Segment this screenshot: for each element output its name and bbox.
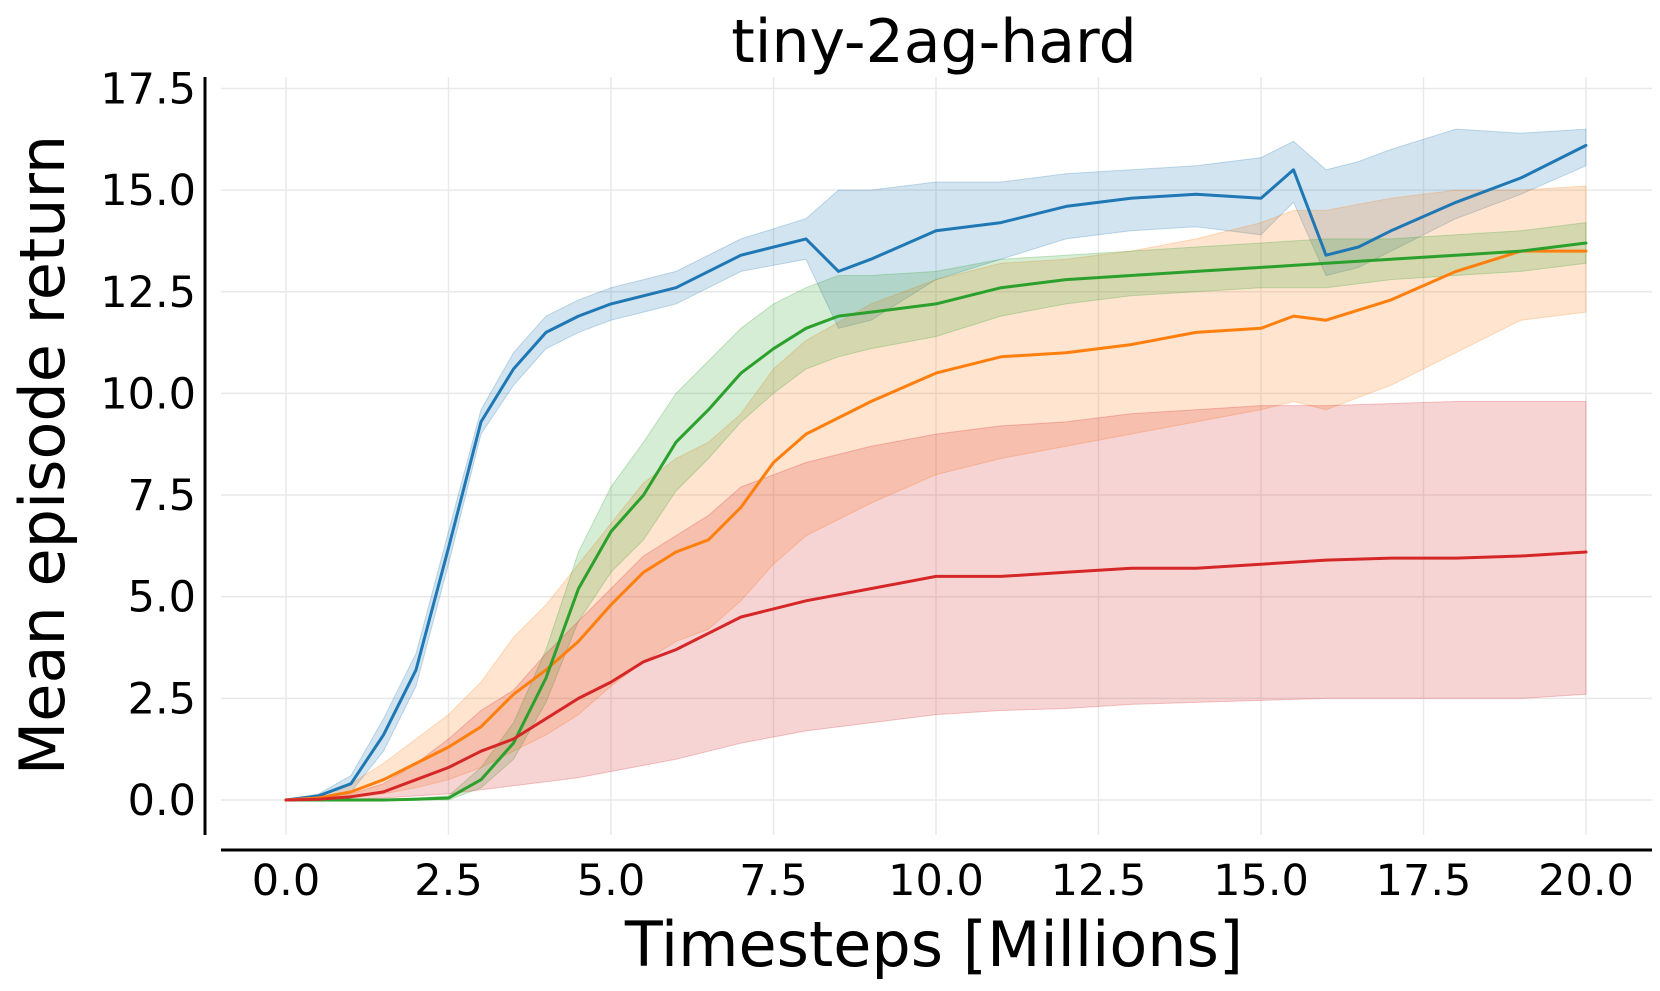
y-tick-label: 0.0 [128,776,196,826]
x-axis-label: Timesteps [Millions] [624,908,1243,981]
series-band-1 [285,128,1587,801]
x-tick-label: 15.0 [1213,856,1309,906]
chart-title: tiny-2ag-hard [731,7,1137,77]
x-tick-label: 2.5 [414,856,482,906]
y-tick-label: 2.5 [128,674,196,724]
x-tick-label: 17.5 [1376,856,1472,906]
axes [203,77,1652,852]
y-tick-label: 10.0 [100,369,196,419]
x-tick-label: 12.5 [1051,856,1147,906]
y-tick-label: 17.5 [100,64,196,114]
x-tick-label: 20.0 [1538,856,1634,906]
series-band-4 [285,401,1587,801]
series-line-3 [284,241,1588,802]
y-tick-label: 7.5 [128,471,196,521]
series-band-2 [285,185,1587,801]
series-line-1 [284,143,1588,802]
x-tick-label: 5.0 [577,856,645,906]
series-line-4 [284,550,1588,802]
x-tick-label: 10.0 [888,856,984,906]
y-tick-label: 5.0 [128,573,196,623]
y-axis-label: Mean episode return [6,135,79,775]
x-tick-label: 7.5 [739,856,807,906]
series-line-2 [284,249,1588,802]
y-tick-label: 12.5 [100,268,196,318]
confidence-bands [285,128,1587,801]
x-tick-label: 0.0 [252,856,320,906]
series-lines [284,143,1588,802]
tick-labels: 0.0 2.5 5.0 7.5 10.0 12.5 15.0 17.5 20.0 0.0 2.5 5.… [100,64,1634,906]
y-tick-label: 15.0 [100,166,196,216]
